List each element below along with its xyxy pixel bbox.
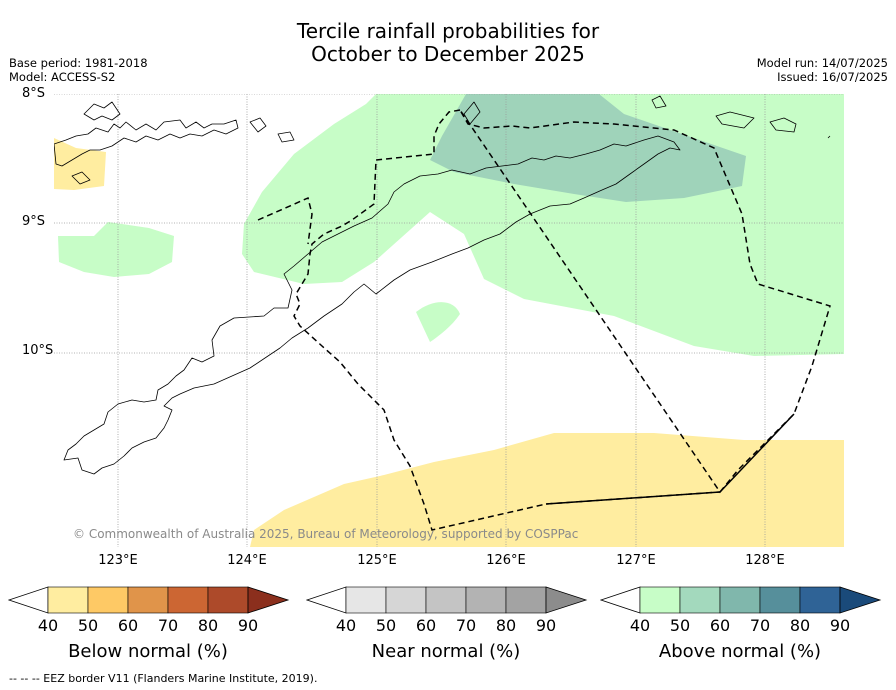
below-normal-color-segment: [47, 586, 89, 614]
lat-label-10s: 10°S: [22, 343, 54, 358]
near-tick: 80: [495, 616, 517, 635]
above-normal-label: Above normal (%): [658, 641, 822, 662]
eez-border: [293, 109, 831, 531]
lat-label-8s: 8°S: [22, 86, 46, 101]
above-normal-40-patch-west: [58, 222, 174, 277]
above-tick: 70: [749, 616, 771, 635]
flores-islands-outline: [54, 101, 295, 167]
coastlines: [54, 95, 831, 475]
lon-label-127e: 127°E: [616, 553, 656, 568]
near-tick: 50: [375, 616, 397, 635]
below-normal-40-patch-west: [54, 138, 106, 190]
near-normal-color-segment: [425, 586, 467, 614]
above-tick: 60: [709, 616, 731, 635]
issued-date: Issued: 16/07/2025: [777, 70, 888, 84]
map-gridlines: [54, 94, 844, 547]
alor-coastline: [71, 171, 91, 185]
above-tick: 90: [829, 616, 851, 635]
model-run: Model run: 14/07/2025: [756, 56, 888, 70]
eez-footnote: -- -- -- EEZ border V11 (Flanders Marine…: [9, 672, 318, 685]
below-tick: 90: [237, 616, 259, 635]
above-normal-colorbar: [600, 586, 882, 614]
above-normal-40-patch-small: [416, 302, 460, 342]
eez-border-solid-segment-2: [545, 491, 721, 505]
lon-label-124e: 124°E: [227, 553, 267, 568]
above-normal-arrow: [839, 586, 882, 614]
near-normal-label: Near normal (%): [371, 641, 521, 662]
model-name: Model: ACCESS-S2: [9, 70, 116, 84]
below-normal-color-segment: [207, 586, 249, 614]
title-line-2: October to December 2025: [311, 42, 585, 66]
above-normal-50-region: [430, 94, 746, 202]
below-tick: 80: [197, 616, 219, 635]
below-tick: 40: [37, 616, 59, 635]
near-normal-color-segment: [345, 586, 387, 614]
near-normal-arrow: [545, 586, 588, 614]
near-normal-colorbar: [306, 586, 588, 614]
meta-right: Model run: 14/07/2025 Issued: 16/07/2025: [757, 56, 888, 84]
below-normal-colorbar: [8, 586, 290, 614]
below-tick: 60: [117, 616, 139, 635]
above-normal-color-segment: [639, 586, 681, 614]
above-tick: 50: [669, 616, 691, 635]
near-normal-color-segment: [505, 586, 547, 614]
near-normal-color-segment: [385, 586, 427, 614]
below-normal-label: Below normal (%): [68, 641, 228, 662]
below-normal-40-region-south: [250, 433, 844, 547]
above-tick: 40: [629, 616, 651, 635]
lon-label-125e: 125°E: [357, 553, 397, 568]
eez-border-dash-top: [257, 196, 313, 245]
timor-coastline: [63, 135, 681, 475]
above-normal-color-segment: [759, 586, 801, 614]
chart-title: Tercile rainfall probabilities for Octob…: [0, 20, 896, 66]
near-tick: 60: [415, 616, 437, 635]
near-normal-color-segment: [465, 586, 507, 614]
lon-label-123e: 123°E: [98, 553, 138, 568]
lat-label-9s: 9°S: [22, 214, 46, 229]
below-normal-color-segment: [87, 586, 129, 614]
near-tick: 90: [535, 616, 557, 635]
above-tick: 80: [789, 616, 811, 635]
below-tick: 70: [157, 616, 179, 635]
near-tick: 40: [335, 616, 357, 635]
lon-label-128e: 128°E: [745, 553, 785, 568]
below-normal-color-segment: [167, 586, 209, 614]
near-tick: 70: [455, 616, 477, 635]
title-line-1: Tercile rainfall probabilities for: [296, 19, 600, 43]
above-normal-color-segment: [679, 586, 721, 614]
base-period: Base period: 1981-2018: [9, 56, 148, 70]
atauro-and-small-islands: [463, 95, 831, 139]
above-normal-color-segment: [719, 586, 761, 614]
below-normal-color-segment: [127, 586, 169, 614]
meta-left: Base period: 1981-2018 Model: ACCESS-S2: [9, 56, 148, 84]
above-normal-color-segment: [799, 586, 841, 614]
copyright-notice: © Commonwealth of Australia 2025, Bureau…: [73, 527, 579, 541]
below-tick: 50: [77, 616, 99, 635]
below-normal-arrow: [247, 586, 290, 614]
eez-border-solid-segment: [719, 413, 795, 493]
map-area: [54, 94, 844, 547]
lon-label-126e: 126°E: [486, 553, 526, 568]
